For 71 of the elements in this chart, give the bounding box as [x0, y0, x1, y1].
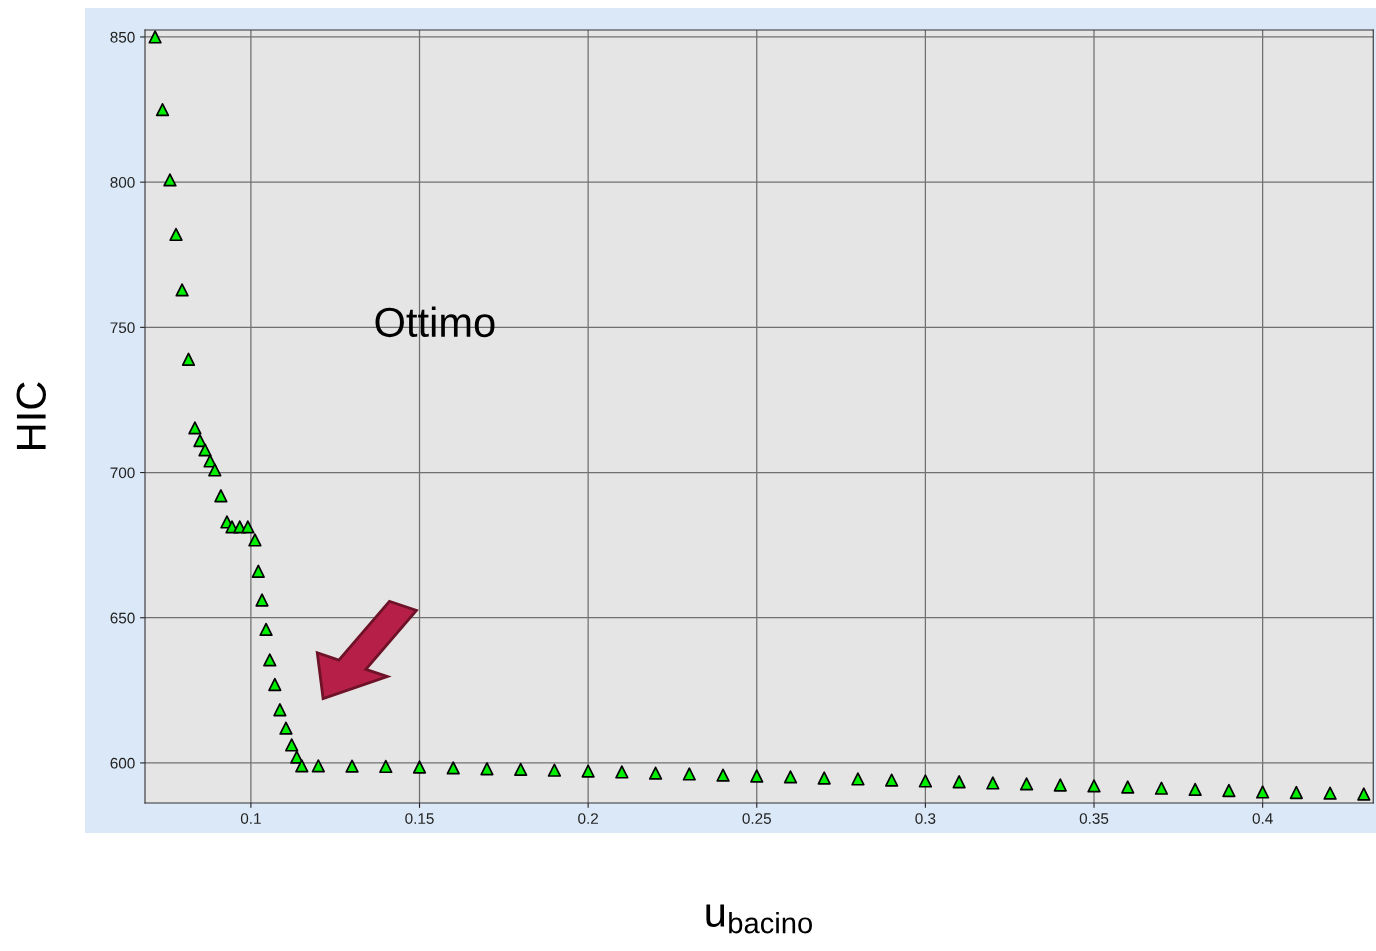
point: [615, 765, 629, 779]
point: [1323, 786, 1337, 800]
point: [248, 533, 262, 547]
x-tick-label: 0.35: [1079, 813, 1109, 824]
y-axis-title: HIC: [16, 382, 46, 449]
point: [251, 564, 265, 578]
point: [379, 759, 393, 774]
point: [682, 767, 696, 781]
point: [581, 764, 595, 778]
point: [851, 772, 865, 786]
point: [1289, 785, 1304, 800]
point: [175, 283, 189, 297]
point: [1053, 778, 1067, 792]
point: [214, 489, 228, 503]
point: [1154, 781, 1169, 795]
point: [514, 762, 528, 776]
point: [169, 227, 183, 242]
x-tick-label: 0.1: [240, 813, 261, 824]
point: [163, 173, 177, 187]
point: [750, 769, 764, 783]
point: [259, 622, 273, 636]
point: [290, 750, 304, 764]
point: [952, 775, 966, 789]
x-axis-title: u$_{bacino}$: [706, 904, 812, 934]
point: [181, 352, 196, 366]
point: [918, 774, 933, 788]
x-tick-label: 0.3: [915, 813, 936, 824]
point: [547, 763, 562, 777]
point: [273, 703, 287, 717]
point: [783, 770, 798, 784]
y-tick-label: 850: [110, 31, 135, 43]
point: [412, 760, 427, 774]
point: [155, 102, 170, 117]
x-tick-label: 0.2: [578, 813, 598, 824]
point: [295, 759, 309, 773]
point: [986, 776, 1000, 790]
y-tick-label: 800: [110, 177, 135, 188]
point: [1188, 782, 1202, 796]
y-tick-label: 750: [110, 322, 135, 334]
x-tick-label: 0.15: [405, 813, 434, 824]
point: [446, 761, 460, 775]
point: [198, 443, 212, 457]
point: [885, 773, 899, 787]
point: [241, 520, 255, 534]
point: [1222, 783, 1236, 798]
point: [817, 771, 831, 785]
point: [1087, 779, 1101, 793]
point: [311, 759, 325, 773]
point: [188, 421, 202, 435]
annotation: Ottimo: [375, 306, 495, 338]
x-tick-label: 0.25: [742, 813, 771, 824]
point: [255, 593, 269, 607]
point: [285, 738, 299, 752]
y-tick-label: 600: [110, 757, 135, 769]
y-tick-label: 650: [110, 612, 135, 624]
point: [648, 766, 663, 780]
x-tick-label: 0.4: [1252, 813, 1273, 824]
point: [480, 762, 494, 776]
point: [716, 768, 730, 782]
point: [1255, 785, 1270, 799]
point: [148, 30, 162, 44]
point: [279, 721, 293, 735]
point: [1121, 780, 1135, 794]
y-tick-label: 700: [110, 467, 135, 479]
point: [263, 653, 277, 667]
point: [203, 454, 217, 468]
point: [345, 759, 359, 773]
point: [1357, 787, 1371, 801]
point: [208, 463, 222, 477]
point: [268, 677, 282, 692]
point: [1019, 777, 1034, 791]
